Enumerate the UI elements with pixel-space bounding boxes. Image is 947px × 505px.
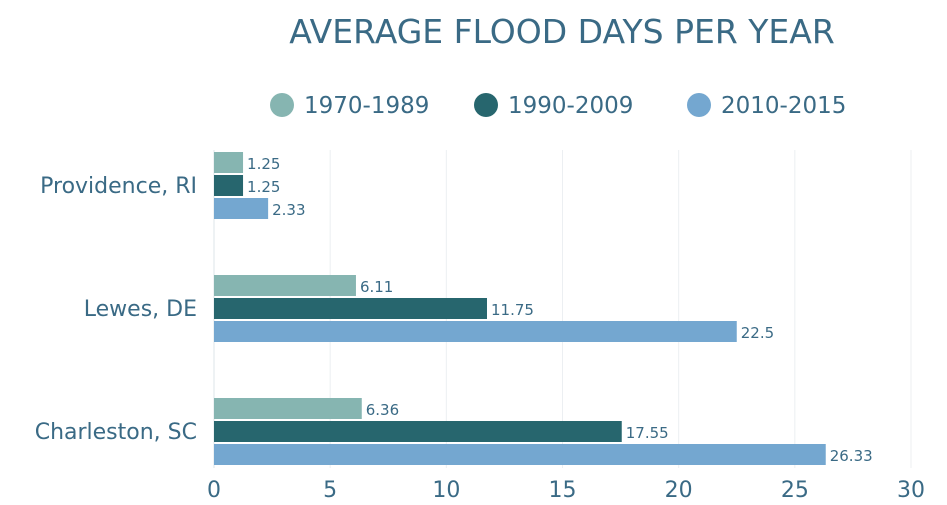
data-label: 26.33 xyxy=(830,447,873,465)
data-label: 17.55 xyxy=(626,424,669,442)
x-tick-label: 10 xyxy=(432,478,460,503)
legend-label: 1970-1989 xyxy=(304,93,429,119)
legend-label: 1990-2009 xyxy=(508,93,633,119)
category-label: Lewes, DE xyxy=(84,297,197,322)
category-label: Providence, RI xyxy=(40,174,197,199)
data-label: 1.25 xyxy=(247,178,280,196)
chart-title: AVERAGE FLOOD DAYS PER YEAR xyxy=(289,12,835,51)
legend-swatch xyxy=(270,93,294,117)
data-label: 6.36 xyxy=(366,401,399,419)
data-label: 2.33 xyxy=(272,201,305,219)
x-axis-ticks: 0 5 10 15 20 25 30 xyxy=(207,478,925,503)
bar xyxy=(214,321,737,342)
bar xyxy=(214,175,244,196)
legend-item: 2010-2015 xyxy=(687,93,846,119)
category-labels: Providence, RI Lewes, DE Charleston, SC xyxy=(35,174,197,445)
x-tick-label: 20 xyxy=(665,478,693,503)
data-label: 11.75 xyxy=(491,301,534,319)
category-label: Charleston, SC xyxy=(35,420,197,445)
data-label: 22.5 xyxy=(741,324,774,342)
legend: 1970-1989 1990-2009 2010-2015 xyxy=(270,93,846,119)
legend-swatch xyxy=(687,93,711,117)
bar xyxy=(214,152,244,173)
data-label: 1.25 xyxy=(247,155,280,173)
legend-item: 1990-2009 xyxy=(474,93,633,119)
bar xyxy=(214,275,356,296)
x-tick-label: 0 xyxy=(207,478,221,503)
x-tick-label: 15 xyxy=(549,478,577,503)
legend-swatch xyxy=(474,93,498,117)
bar xyxy=(214,298,487,319)
bars: 1.25 1.25 2.33 6.11 11.75 22.5 6.36 17.55 26.33 xyxy=(214,152,873,465)
legend-label: 2010-2015 xyxy=(721,93,846,119)
data-label: 6.11 xyxy=(360,278,393,296)
bar xyxy=(214,398,362,419)
bar xyxy=(214,198,269,219)
x-tick-label: 5 xyxy=(323,478,337,503)
x-tick-label: 25 xyxy=(781,478,809,503)
bar xyxy=(214,444,826,465)
x-tick-label: 30 xyxy=(897,478,925,503)
legend-item: 1970-1989 xyxy=(270,93,429,119)
bar xyxy=(214,421,622,442)
